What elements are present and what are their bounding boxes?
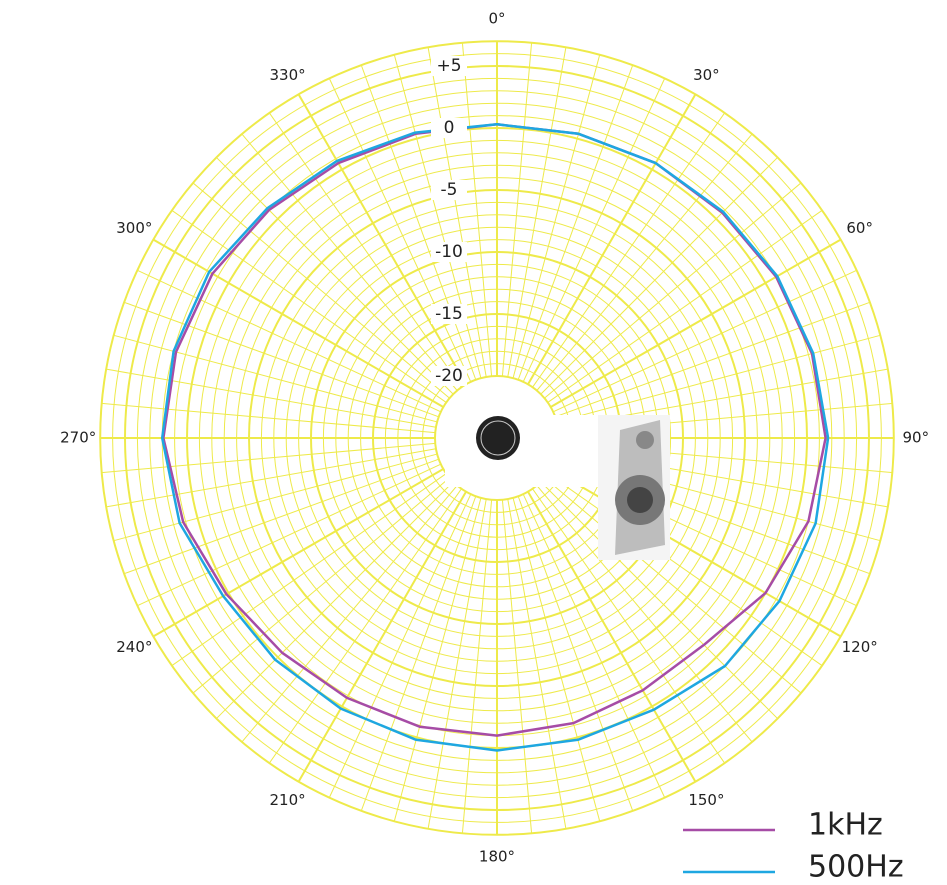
minor-spoke [106,368,437,428]
minor-spoke [216,481,454,719]
minor-spoke [461,42,493,377]
minor-spoke [552,269,857,413]
grid-spoke [297,93,467,385]
theta-tick-label: 180° [479,847,515,865]
grid-spoke [152,468,444,638]
r-tick-label: -20 [435,366,463,386]
theta-tick-label: 210° [270,791,306,809]
minor-spoke [101,442,436,474]
grid-spoke [550,238,842,408]
minor-spoke [540,157,778,395]
minor-spoke [507,47,567,378]
theta-tick-label: 240° [116,638,152,656]
minor-spoke [393,497,482,822]
minor-spoke [517,496,634,812]
minor-spoke [113,453,438,542]
theta-tick-label: 300° [116,219,152,237]
minor-spoke [544,477,802,694]
minor-spoke [555,301,871,418]
logo-badge [476,416,520,460]
minor-spoke [101,402,436,434]
tick-label-bg [431,180,467,200]
grid-spoke [527,93,697,385]
minor-spoke [360,496,477,812]
minor-spoke [192,182,450,399]
minor-spoke [427,47,487,378]
minor-spoke [512,54,601,379]
minor-spoke [547,209,823,403]
r-tick-label: -5 [441,180,458,200]
minor-spoke [522,493,666,798]
minor-spoke [123,301,439,418]
minor-spoke [241,133,458,391]
theta-tick-label: 330° [270,66,306,84]
minor-spoke [171,473,447,667]
minor-spoke [268,112,462,388]
minor-spoke [522,78,666,383]
minor-spoke [517,64,634,380]
minor-spoke [532,488,726,764]
tick-label-bg [431,56,467,76]
minor-spoke [512,497,601,822]
theta-tick-label: 120° [842,638,878,656]
minor-spoke [113,334,438,423]
minor-spoke [106,448,437,508]
speaker-tweeter [636,431,654,449]
theta-tick-label: 150° [688,791,724,809]
grid-spoke [297,491,467,783]
r-tick-label: 0 [444,118,455,138]
minor-spoke [216,157,454,395]
tick-label-bg [431,304,467,324]
minor-spoke [241,485,458,743]
theta-tick-label: 270° [60,429,96,447]
minor-spoke [501,42,533,377]
minor-spoke [461,499,493,834]
minor-spoke [192,477,450,694]
curves [160,123,830,752]
minor-spoke [137,269,442,413]
minor-spoke [171,209,447,403]
minor-spoke [501,499,533,834]
theta-tick-label: 60° [846,219,873,237]
minor-spoke [532,112,726,388]
logo-ring [480,420,516,456]
legend: 1kHz 500Hz [683,808,904,885]
minor-spoke [123,458,439,575]
minor-spoke [328,493,472,798]
minor-spoke [536,133,753,391]
minor-spoke [427,498,487,829]
r-tick-label: -10 [435,242,463,262]
grid-spoke [527,491,697,783]
tick-label-bg [431,366,467,386]
legend-label: 500Hz [808,850,904,885]
minor-spoke [328,78,472,383]
minor-spoke [556,334,881,423]
minor-spoke [507,498,567,829]
grid [99,40,895,836]
legend-label: 1kHz [808,808,883,843]
theta-tick-label: 90° [903,429,930,447]
speaker-cone [627,487,653,513]
minor-spoke [137,463,442,607]
tick-label-bg [431,118,467,138]
series-line [160,123,830,752]
minor-spoke [536,485,753,743]
theta-tick-label: 0° [488,10,505,28]
minor-spoke [360,64,477,380]
center-image [445,415,670,560]
tick-label-bg [431,242,467,262]
minor-spoke [540,481,778,719]
minor-spoke [393,54,482,379]
minor-spoke [547,473,823,667]
labels: -20 -15 -10 -5 0 +5 0° 30° 60° 90° 120° 150° 180° 210… [60,10,929,866]
minor-spoke [544,182,802,399]
r-tick-label: -15 [435,304,463,324]
r-tick-label: +5 [436,56,461,76]
minor-spoke [268,488,462,764]
grid-spoke [152,238,444,408]
theta-tick-label: 30° [693,66,720,84]
